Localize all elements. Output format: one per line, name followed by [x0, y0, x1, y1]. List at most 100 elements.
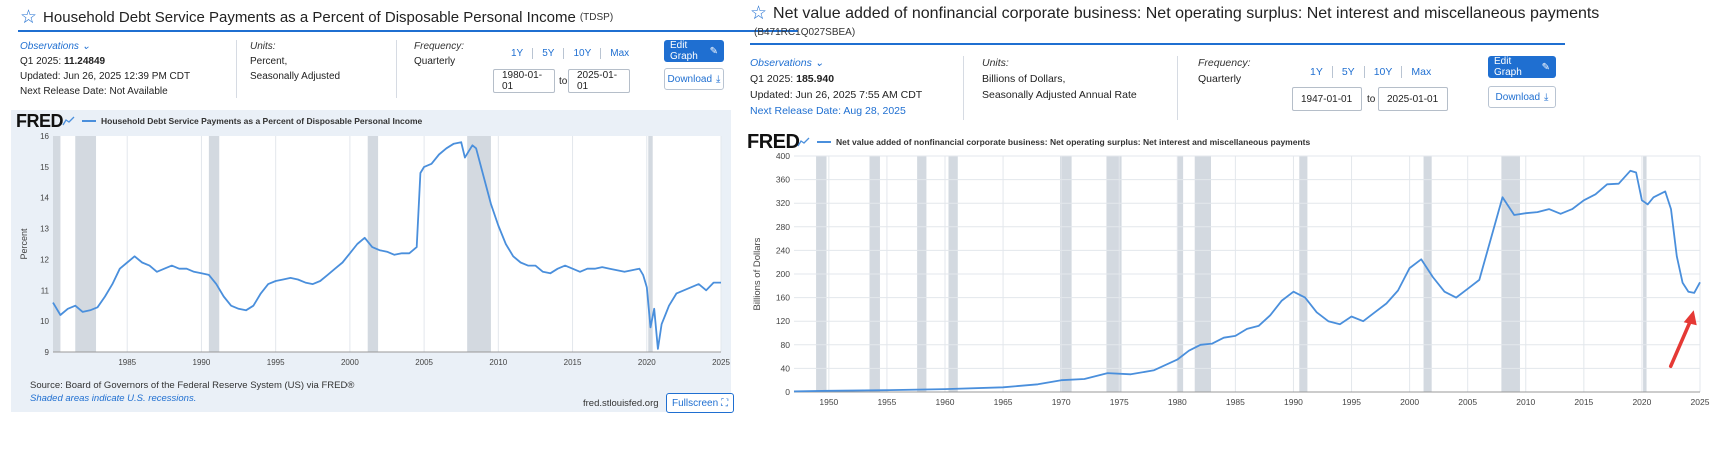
arrow-head-icon: [1683, 310, 1697, 326]
fred-logo: FRED: [747, 131, 800, 153]
units-box: Units: Billions of Dollars, Seasonally A…: [982, 55, 1137, 103]
legend-swatch: [817, 141, 831, 143]
chart-icon: [62, 116, 75, 126]
download-icon: ⤓: [1544, 91, 1549, 103]
range-10y-link[interactable]: 10Y: [1365, 66, 1403, 78]
left-chart[interactable]: 9 10 11 12 13 14 15 16 1985 1990 1995 2000 2005 2010 2…: [11, 128, 731, 372]
units-label: Units:: [250, 41, 276, 52]
recession-band: [648, 136, 653, 352]
range-1y-link[interactable]: 1Y: [502, 48, 534, 59]
range-5y-link[interactable]: 5Y: [533, 48, 565, 59]
y-tick-label: 280: [776, 222, 790, 232]
right-title-row: ☆ Net value added of nonfinancial corpor…: [750, 4, 1599, 23]
frequency-box: Frequency: Quarterly: [414, 39, 464, 69]
edit-graph-button[interactable]: Edit Graph ✎: [664, 40, 724, 62]
x-tick-label: 2010: [489, 358, 507, 367]
chart-icon: [797, 137, 810, 147]
legend-label: Net value added of nonfinancial corporat…: [836, 137, 1311, 147]
y-tick-label: 320: [776, 198, 790, 208]
chevron-down-icon: ⌄: [81, 41, 91, 52]
left-series-panel: ☆ Household Debt Service Payments as a P…: [0, 0, 812, 459]
x-tick-label: 1990: [1284, 397, 1303, 407]
x-tick-label: 1960: [936, 397, 955, 407]
fullscreen-label: Fullscreen: [672, 397, 719, 409]
y-axis-label: Percent: [19, 228, 29, 260]
x-tick-label: 1985: [1226, 397, 1245, 407]
units-adjustment: Seasonally Adjusted: [250, 71, 341, 82]
series-line: [793, 169, 1701, 393]
date-from-input[interactable]: 1947-01-01: [1292, 87, 1362, 111]
download-label: Download: [667, 73, 713, 85]
date-to-input[interactable]: 2025-01-01: [568, 69, 630, 93]
divider: [396, 40, 397, 98]
frequency-box: Frequency: Quarterly: [1198, 55, 1251, 87]
x-tick-label: 1995: [1342, 397, 1361, 407]
edit-graph-button[interactable]: Edit Graph ✎: [1488, 56, 1556, 78]
units-adjustment: Seasonally Adjusted Annual Rate: [982, 89, 1137, 101]
x-tick-label: 2025: [712, 358, 730, 367]
x-tick-label: 1990: [193, 358, 211, 367]
units-value: Billions of Dollars,: [982, 73, 1066, 85]
y-tick-label: 13: [40, 225, 49, 234]
download-label: Download: [1495, 91, 1541, 103]
source-text: Source: Board of Governors of the Federa…: [30, 380, 355, 391]
date-to-input[interactable]: 2025-01-01: [1378, 87, 1448, 111]
x-tick-label: 1970: [1052, 397, 1071, 407]
right-chart[interactable]: 0 40 80 120 160 200 240 280 320 360 400 1950 1955 196…: [748, 150, 1728, 409]
star-icon[interactable]: ☆: [750, 3, 768, 24]
download-button[interactable]: Download ⤓: [1488, 86, 1556, 108]
range-links: 1Y 5Y 10Y Max: [1301, 66, 1440, 78]
x-tick-label: 1995: [267, 358, 285, 367]
star-icon[interactable]: ☆: [20, 7, 38, 28]
frequency-value: Quarterly: [1198, 73, 1242, 85]
recession-band: [208, 136, 220, 352]
range-max-link[interactable]: Max: [610, 48, 630, 59]
y-tick-label: 120: [776, 316, 790, 326]
fullscreen-button[interactable]: Fullscreen ⛶: [666, 393, 735, 413]
divider: [236, 40, 237, 98]
y-tick-label: 240: [776, 245, 790, 255]
x-tick-label: 1950: [819, 397, 838, 407]
observations-box: Observations ⌄ Q1 2025: 185.940 Updated:…: [750, 55, 922, 119]
frequency-value: Quarterly: [414, 56, 456, 67]
legend: Household Debt Service Payments as a Per…: [60, 116, 422, 126]
x-tick-label: 2020: [638, 358, 656, 367]
updated-text: Updated: Jun 26, 2025 12:39 PM CDT: [20, 71, 191, 82]
legend-label: Household Debt Service Payments as a Per…: [101, 116, 423, 126]
edit-graph-label: Edit Graph: [670, 40, 698, 62]
fred-logo: FRED: [16, 111, 64, 131]
page-title: Household Debt Service Payments as a Per…: [43, 9, 576, 26]
x-tick-label: 2000: [341, 358, 359, 367]
updated-text: Updated: Jun 26, 2025 7:55 AM CDT: [750, 89, 923, 101]
units-value: Percent,: [250, 56, 288, 67]
range-5y-link[interactable]: 5Y: [1333, 66, 1365, 78]
recession-band: [367, 136, 379, 352]
y-tick-label: 160: [776, 293, 790, 303]
series-line: [52, 141, 721, 350]
site-link[interactable]: fred.stlouisfed.org: [583, 398, 659, 409]
legend-swatch: [82, 120, 96, 122]
x-tick-label: 2015: [564, 358, 582, 367]
date-from-input[interactable]: 1980-01-01: [493, 69, 555, 93]
observations-toggle[interactable]: Observations ⌄: [750, 57, 824, 69]
title-divider: [750, 43, 1565, 45]
to-label: to: [559, 76, 568, 87]
plot-area: [53, 136, 721, 352]
download-button[interactable]: Download ⤓: [664, 68, 724, 90]
y-tick-label: 16: [40, 132, 49, 141]
y-tick-label: 40: [781, 363, 791, 373]
range-1y-link[interactable]: 1Y: [1301, 66, 1333, 78]
observations-toggle[interactable]: Observations ⌄: [20, 41, 91, 52]
x-tick-label: 2000: [1400, 397, 1419, 407]
range-max-link[interactable]: Max: [1411, 66, 1432, 78]
recession-band: [75, 136, 97, 352]
divider: [963, 56, 964, 120]
series-id: (B471RC1Q027SBEA): [754, 27, 856, 38]
y-tick-label: 9: [45, 348, 50, 357]
obs-value: 11.24849: [63, 56, 106, 67]
range-10y-link[interactable]: 10Y: [564, 48, 602, 59]
expand-icon: ⛶: [721, 397, 729, 409]
observations-box: Observations ⌄ Q1 2025: 11.24849 Updated…: [20, 39, 190, 99]
units-label: Units:: [982, 57, 1009, 69]
left-title-row: ☆ Household Debt Service Payments as a P…: [20, 8, 613, 27]
